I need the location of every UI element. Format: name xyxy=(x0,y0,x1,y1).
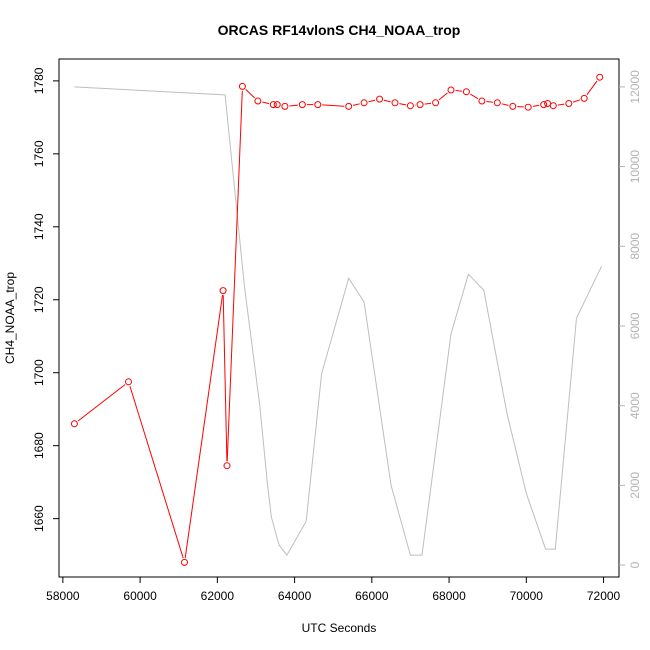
x-tick-label: 66000 xyxy=(355,589,389,603)
ch4-series-segment xyxy=(222,295,228,462)
ch4-data-point xyxy=(432,99,440,107)
ch4-data-point xyxy=(298,101,306,109)
ch4-data-point xyxy=(70,420,78,428)
ch4-data-point xyxy=(273,101,281,109)
x-tick-label: 60000 xyxy=(123,589,157,603)
ch4-data-point xyxy=(416,101,424,109)
ch4-data-point xyxy=(478,97,486,105)
x-tick-label: 68000 xyxy=(432,589,466,603)
y2-tick-label: 0 xyxy=(628,561,642,568)
altitude-series-line xyxy=(74,86,603,556)
y2-tick-label: 2000 xyxy=(628,472,642,499)
ch4-data-point xyxy=(549,102,557,110)
y-tick-label: 1780 xyxy=(32,67,46,94)
ch4-data-point xyxy=(181,558,188,566)
ch4-data-point xyxy=(447,86,455,94)
x-axis-label: UTC Seconds xyxy=(302,621,377,635)
ch4-data-point xyxy=(219,287,227,295)
ch4-data-point xyxy=(314,101,322,109)
ch4-series-segment xyxy=(438,92,448,101)
ch4-data-point xyxy=(493,99,501,107)
ch4-data-point xyxy=(462,88,470,96)
ch4-data-point xyxy=(238,82,246,90)
ch4-series-segment xyxy=(262,101,270,105)
ch4-series-segment xyxy=(557,103,565,106)
ch4-data-point xyxy=(580,94,588,102)
ch4-series-segment xyxy=(424,102,432,105)
x-tick-label: 64000 xyxy=(278,589,312,603)
x-tick-label: 58000 xyxy=(46,589,80,603)
ch4-series-segment xyxy=(399,103,407,106)
y2-tick-label: 4000 xyxy=(628,392,642,419)
ch4-series-segment xyxy=(245,89,255,99)
plot-area: 58000 60000 62000 64000 66000 68000 70000 72000… xyxy=(32,58,642,603)
plot-frame xyxy=(58,58,620,578)
x-tick-label: 72000 xyxy=(587,589,621,603)
ch4-series-segment xyxy=(129,385,184,559)
ch4-series-segment xyxy=(352,103,360,106)
y2-tick-label: 10000 xyxy=(628,150,642,184)
ch4-series-segment xyxy=(572,99,581,103)
y2-tick-label: 12000 xyxy=(628,70,642,104)
ch4-series-segment xyxy=(470,93,479,100)
ch4-series-segment xyxy=(383,99,391,103)
ch4-series-segment xyxy=(184,295,223,559)
ch4-series-segment xyxy=(586,80,598,96)
y-tick-label: 1700 xyxy=(32,359,46,386)
ch4-data-point xyxy=(596,73,604,81)
x-tick-label: 62000 xyxy=(201,589,235,603)
ch4-data-point xyxy=(345,102,353,110)
ch4-series-segment xyxy=(486,101,493,103)
ch4-series-segment xyxy=(368,99,376,103)
ch4-data-point xyxy=(223,462,231,470)
ch4-data-point xyxy=(406,102,414,110)
y-tick-label: 1680 xyxy=(32,432,46,459)
ch4-data-point xyxy=(254,97,262,105)
ch4-series-segment xyxy=(501,103,509,106)
ch4-series-segment xyxy=(322,104,345,107)
y-tick-label: 1740 xyxy=(32,213,46,240)
ch4-data-point xyxy=(540,101,548,109)
ch4-series-segment xyxy=(77,384,126,422)
y-tick-label: 1660 xyxy=(32,505,46,532)
ch4-data-point xyxy=(391,99,399,107)
ch4-data-point xyxy=(565,100,573,107)
ch4-data-point xyxy=(125,378,132,386)
y-tick-label: 1760 xyxy=(32,140,46,167)
ch4-data-point xyxy=(360,99,368,107)
ch4-series-segment xyxy=(289,104,298,107)
x-tick-label: 70000 xyxy=(510,589,544,603)
y2-tick-label: 6000 xyxy=(628,312,642,339)
ch4-data-point xyxy=(509,102,517,110)
ch4-data-point xyxy=(281,102,289,110)
ch4-series-segment xyxy=(226,90,243,462)
ch4-data-point xyxy=(524,103,532,111)
y2-tick-label: 8000 xyxy=(628,233,642,260)
ch4-data-point xyxy=(269,101,277,109)
ch4-data-point xyxy=(376,95,384,103)
y-tick-label: 1720 xyxy=(32,286,46,313)
ch4-series-segment xyxy=(532,104,540,107)
y-axis-label: CH4_NOAA_trop xyxy=(3,272,17,364)
chart-title: ORCAS RF14vlonS CH4_NOAA_trop xyxy=(218,22,461,38)
ch4-series-segment xyxy=(455,90,463,92)
